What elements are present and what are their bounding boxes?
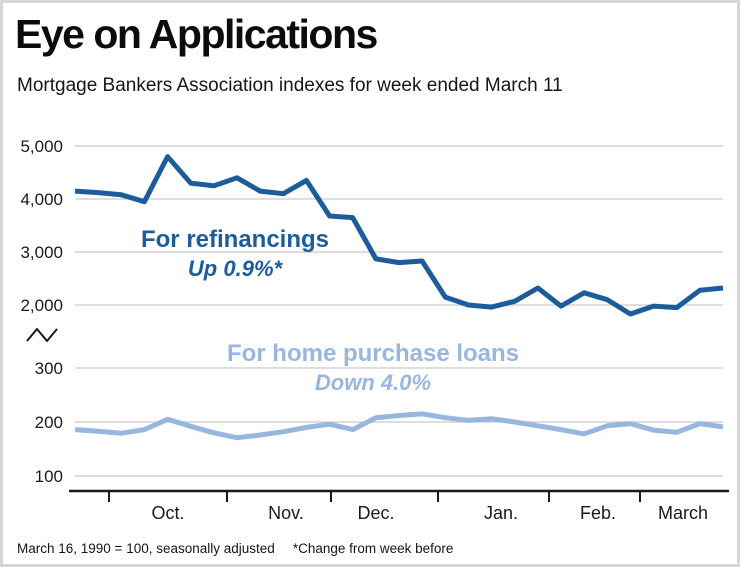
x-axis-tick-label: March bbox=[658, 503, 708, 523]
index-base-note: March 16, 1990 = 100, seasonally adjuste… bbox=[17, 541, 275, 556]
page-title: Eye on Applications bbox=[15, 11, 378, 57]
y-axis-tick-label: 300 bbox=[35, 359, 63, 378]
y-axis-tick-label: 100 bbox=[35, 467, 63, 486]
refinancings-annotation: For refinancings Up 0.9%* bbox=[101, 225, 369, 283]
home-purchase-series-label: For home purchase loans bbox=[226, 340, 520, 367]
refinancings-series-label: For refinancings bbox=[140, 226, 330, 253]
y-axis-tick-label: 4,000 bbox=[20, 190, 63, 209]
chart-subtitle: Mortgage Bankers Association indexes for… bbox=[17, 75, 563, 96]
series-line bbox=[74, 411, 724, 441]
refinancings-change-label: Up 0.9%* bbox=[187, 256, 283, 281]
x-axis-tick-label: Oct. bbox=[151, 503, 184, 523]
x-axis-tick-label: Jan. bbox=[484, 503, 518, 523]
x-axis-tick-label: Nov. bbox=[268, 503, 304, 523]
chart-footnote: March 16, 1990 = 100, seasonally adjuste… bbox=[17, 541, 453, 556]
axis-break-icon bbox=[26, 328, 58, 342]
change-note: *Change from week before bbox=[292, 541, 454, 556]
y-axis-tick-label: 5,000 bbox=[20, 137, 63, 156]
home-purchase-annotation: For home purchase loans Down 4.0% bbox=[218, 339, 528, 397]
x-axis-tick-label: Dec. bbox=[357, 503, 394, 523]
y-axis-tick-label: 3,000 bbox=[20, 243, 63, 262]
x-axis-tick-label: Feb. bbox=[580, 503, 616, 523]
chart-plot-area: 5,000 4,000 3,000 2,000 300 200 100 Oct. Nov. Dec… bbox=[20, 137, 729, 523]
home-purchase-change-label: Down 4.0% bbox=[314, 370, 432, 395]
y-axis-tick-label: 2,000 bbox=[20, 296, 63, 315]
y-axis-tick-label: 200 bbox=[35, 413, 63, 432]
series-line bbox=[74, 154, 724, 317]
